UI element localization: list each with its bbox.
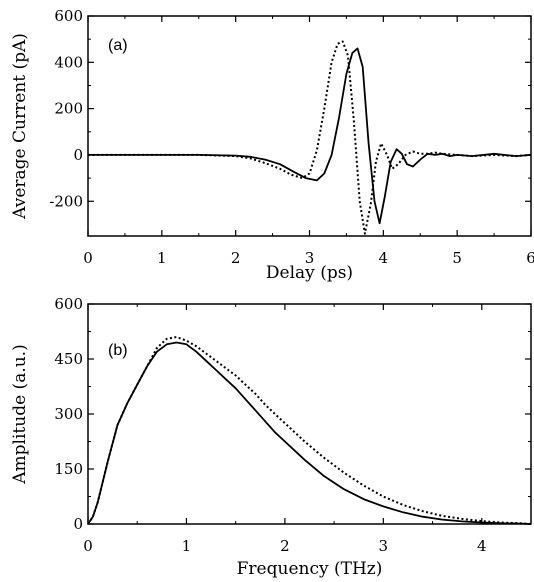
plot-frame [87, 15, 532, 237]
x-tick-label: 2 [231, 249, 241, 267]
x-tick-label: 2 [280, 537, 290, 555]
panel-a-chart: 0 1 2 3 4 5 6 -200 0 200 400 600 Delay (ps) Average C… [10, 7, 534, 283]
x-axis-title: Frequency (THz) [237, 559, 383, 579]
panel-label: (a) [108, 37, 128, 54]
x-tick-label: 4 [477, 537, 487, 555]
x-tick-label: 3 [379, 537, 389, 555]
y-tick-label: 300 [54, 405, 83, 423]
y-axis-title: Amplitude (a.u.) [10, 344, 30, 484]
x-tick-label: 6 [526, 249, 534, 267]
x-tick-label: 3 [305, 249, 315, 267]
y-tick-label: 600 [54, 7, 83, 25]
series-dotted-line [88, 40, 532, 235]
plot-frame [87, 303, 532, 525]
y-tick-label: 0 [73, 515, 83, 533]
panel-label: (b) [108, 342, 128, 359]
x-tick-label: 0 [83, 249, 93, 267]
x-axis-title: Delay (ps) [266, 263, 353, 283]
y-tick-label: 450 [54, 350, 83, 368]
y-tick-label: 150 [54, 460, 83, 478]
y-tick-label: 400 [54, 53, 83, 71]
y-tick-label: 0 [73, 146, 83, 164]
panel-b-chart: 0 1 2 3 4 0 150 300 450 600 Frequency (THz) Amplitu… [10, 295, 532, 579]
series-solid-line [87, 341, 532, 525]
x-tick-label: 5 [452, 249, 462, 267]
x-tick-label: 0 [83, 537, 93, 555]
series-dotted-line [87, 336, 532, 525]
y-tick-label: -200 [49, 192, 83, 210]
y-tick-label: 600 [54, 295, 83, 313]
x-tick-label: 1 [182, 537, 192, 555]
x-tick-label: 4 [379, 249, 389, 267]
y-axis-title: Average Current (pA) [10, 33, 30, 220]
x-tick-label: 1 [157, 249, 167, 267]
series-solid-line [88, 47, 532, 225]
y-tick-label: 200 [54, 100, 83, 118]
